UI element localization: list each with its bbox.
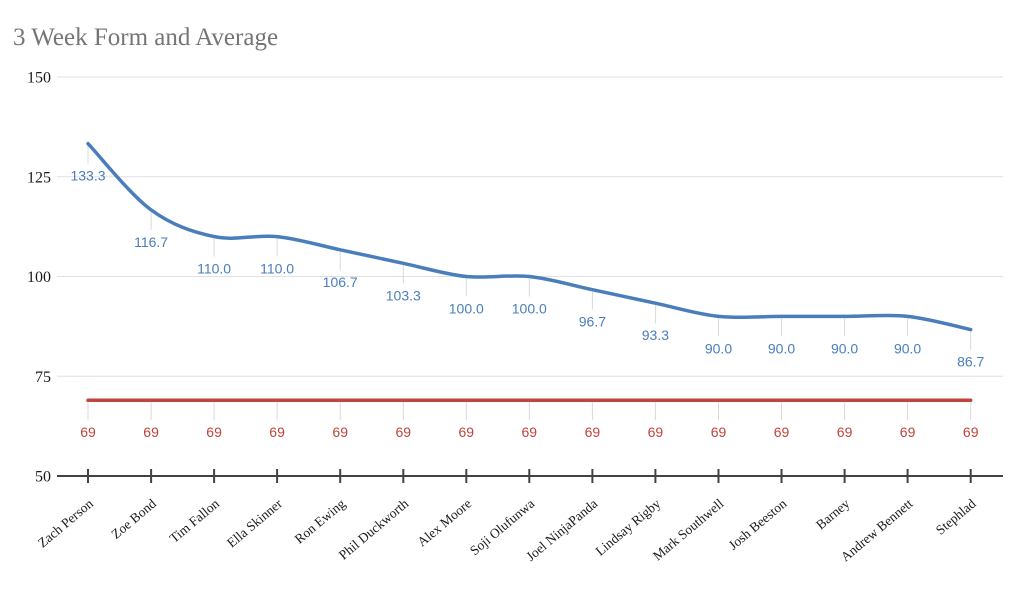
data-label: 90.0 <box>705 340 732 356</box>
x-axis-label: Barney <box>813 496 853 533</box>
x-axis-label: Tim Fallon <box>166 496 222 546</box>
y-axis-label: 125 <box>27 169 51 186</box>
data-label: 96.7 <box>579 314 606 330</box>
y-axis-label: 100 <box>27 269 51 286</box>
data-label: 93.3 <box>642 327 669 343</box>
data-label: 69 <box>837 424 853 440</box>
data-label: 103.3 <box>386 287 421 303</box>
data-label: 106.7 <box>323 274 358 290</box>
data-label: 69 <box>711 424 727 440</box>
data-label: 69 <box>206 424 222 440</box>
data-label: 110.0 <box>260 261 294 277</box>
data-label: 116.7 <box>134 234 168 250</box>
x-axis-label: Zach Person <box>35 496 96 551</box>
data-label: 69 <box>459 424 475 440</box>
x-axis-label: Phil Duckworth <box>336 496 412 563</box>
data-label: 69 <box>80 424 96 440</box>
data-label: 86.7 <box>957 354 984 370</box>
data-label: 69 <box>143 424 159 440</box>
y-axis-label: 150 <box>27 70 51 87</box>
x-axis-label: Zoe Bond <box>108 496 159 542</box>
data-label: 90.0 <box>768 340 795 356</box>
data-label: 100.0 <box>512 301 547 317</box>
series-line-3-week-form <box>86 141 973 332</box>
data-label: 69 <box>648 424 664 440</box>
chart-title: 3 Week Form and Average <box>13 24 279 51</box>
data-label: 90.0 <box>831 340 858 356</box>
y-axis-label: 75 <box>35 369 51 386</box>
data-label: 69 <box>900 424 916 440</box>
data-label: 100.0 <box>449 301 484 317</box>
data-label: 69 <box>963 424 979 440</box>
x-axis-label: Ella Skinner <box>224 495 285 550</box>
data-label: 69 <box>522 424 538 440</box>
data-label: 110.0 <box>197 261 231 277</box>
data-label: 69 <box>269 424 285 440</box>
data-label: 133.3 <box>70 168 105 184</box>
y-axis-label: 50 <box>35 469 51 486</box>
data-label: 69 <box>774 424 790 440</box>
x-axis-label: Stephlad <box>933 496 979 538</box>
x-axis-label: Josh Beeston <box>725 496 789 553</box>
x-axis-label: Alex Moore <box>414 496 474 550</box>
data-label: 69 <box>332 424 348 440</box>
data-label: 69 <box>396 424 412 440</box>
data-label: 69 <box>585 424 601 440</box>
data-label: 90.0 <box>894 340 921 356</box>
x-axis-label: Ron Ewing <box>292 496 349 547</box>
